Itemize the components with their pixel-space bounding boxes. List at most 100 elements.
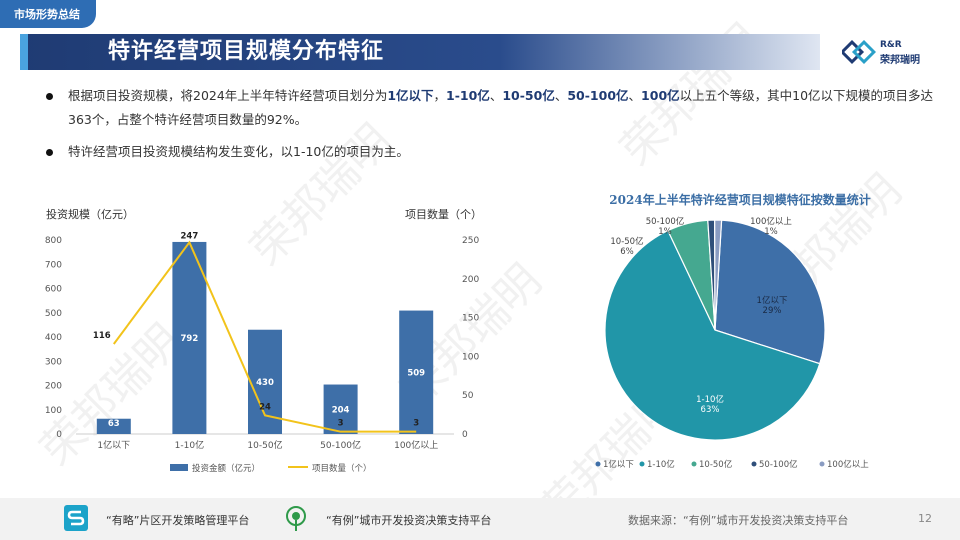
combo-chart-svg: 投资规模（亿元） 项目数量（个）0100200300400500600700800…: [45, 207, 482, 474]
x-tick-label: 50-100亿: [320, 439, 361, 451]
bullet-highlight: 1-10亿: [446, 88, 490, 103]
pie-value-label: 1%: [764, 227, 778, 237]
bullet-text: 、: [628, 88, 642, 103]
y2-tick-label: 50: [462, 391, 474, 401]
line-value-label: 24: [259, 402, 271, 412]
y2-tick-label: 100: [462, 352, 479, 362]
bullet-text: 、: [489, 88, 503, 103]
bar-value-label: 63: [108, 419, 120, 429]
x-tick-label: 1亿以下: [97, 439, 130, 451]
legend-swatch-bar: [170, 464, 188, 471]
pie-category-label: 1-10亿: [696, 394, 724, 405]
line-value-label: 3: [338, 419, 344, 429]
pie-value-label: 29%: [763, 306, 782, 316]
bar: [399, 310, 434, 434]
bar-value-label: 792: [181, 334, 199, 344]
brand-logo: R&R 荣邦瑞明: [839, 39, 954, 66]
data-source: 数据来源：“有例”城市开发投资决策支持平台: [628, 514, 849, 527]
footer: “有略”片区开发策略管理平台 “有例”城市开发投资决策支持平台 数据来源：“有例…: [0, 498, 960, 540]
x-tick-label: 100亿以上: [394, 439, 438, 451]
bar: [172, 241, 207, 434]
bullet-highlight: 1亿以下: [387, 88, 434, 103]
bullet-text: 、: [554, 88, 568, 103]
y2-tick-label: 150: [462, 314, 479, 324]
logo-text-en: R&R: [880, 40, 902, 50]
pie-category-label: 50-100亿: [646, 216, 685, 227]
y-tick-label: 200: [45, 382, 62, 392]
bullet-text: 根据项目投资规模，将2024年上半年特许经营项目划分为: [68, 88, 388, 103]
pie-value-label: 6%: [620, 247, 634, 257]
pie-category-label: 100亿以上: [750, 216, 792, 227]
title-accent: [20, 34, 28, 70]
logo-text-cn: 荣邦瑞明: [880, 55, 920, 66]
y-tick-label: 100: [45, 406, 62, 416]
y-tick-label: 400: [45, 333, 62, 343]
bar: [96, 418, 131, 434]
bar-value-label: 204: [332, 405, 350, 415]
y-tick-label: 300: [45, 357, 62, 367]
bullet-item: 根据项目投资规模，将2024年上半年特许经营项目划分为1亿以下，1-10亿、10…: [44, 84, 934, 132]
legend-label: 项目数量（个）: [312, 463, 372, 474]
line-value-label: 116: [93, 331, 111, 341]
legend-label: 1亿以下: [603, 459, 634, 470]
bar: [248, 329, 282, 434]
chart-title: 2024年上半年特许经营项目规模特征按数量统计: [609, 192, 870, 207]
bullet-highlight: 10-50亿: [502, 88, 555, 103]
y-tick-label: 0: [56, 430, 62, 440]
y-tick-label: 800: [45, 236, 62, 246]
bullet-dot-icon: [46, 93, 53, 100]
bullet-highlight: 50-100亿: [567, 88, 629, 103]
y-axis-title: 投资规模（亿元）: [46, 207, 134, 221]
legend-label: 100亿以上: [827, 459, 869, 470]
youlue-logo-icon: [64, 505, 88, 531]
y2-axis-title: 项目数量（个）: [405, 208, 482, 221]
bullet-text: 以上五个等级，其中10亿以下规模的项目多达363个，占整个特许经营项目数量的92…: [68, 88, 934, 127]
legend-label: 投资金额（亿元）: [192, 463, 260, 474]
series-line: [112, 240, 417, 433]
line-value-label: 247: [181, 231, 199, 241]
legend-swatch: [691, 461, 697, 467]
legend-label: 1-10亿: [647, 459, 675, 470]
line-value-label: 3: [413, 419, 419, 429]
title-bar: [20, 34, 820, 70]
youli-logo-icon: [282, 504, 310, 532]
bullet-text: ，: [433, 88, 447, 103]
pie-category-label: 10-50亿: [610, 236, 643, 247]
bar-line-chart: 投资规模（亿元） 项目数量（个） 0 100 200 300 400 500 600 700 800…: [40, 200, 500, 480]
x-tick-label: 1-10亿: [175, 439, 204, 451]
bullet-text: 特许经营项目投资规模结构发生变化，以1-10亿的项目为主。: [68, 144, 409, 159]
y2-tick-label: 250: [462, 236, 479, 246]
legend-label: 10-50亿: [699, 459, 732, 470]
pie-value-label: 1%: [658, 227, 672, 237]
pie-value-label: 63%: [701, 405, 720, 415]
pie-chart: 2024年上半年特许经营项目规模特征按数量统计 1亿以下 29% 1-10亿 63% 10…: [580, 188, 900, 478]
y-tick-label: 700: [45, 260, 62, 270]
bar-value-label: 509: [407, 368, 425, 378]
page-title: 特许经营项目规模分布特征: [108, 39, 385, 64]
pie-slice: [604, 229, 821, 441]
bullet-dot-icon: [46, 149, 53, 156]
pie-slice: [714, 219, 723, 331]
footer-platform-1[interactable]: “有略”片区开发策略管理平台: [106, 514, 250, 527]
legend-swatch: [639, 461, 645, 467]
bar: [323, 384, 358, 434]
section-tab: 市场形势总结: [0, 0, 96, 28]
page-number: 12: [918, 512, 932, 525]
legend-swatch: [751, 461, 757, 467]
y-tick-label: 500: [45, 309, 62, 319]
bullet-list: 根据项目投资规模，将2024年上半年特许经营项目划分为1亿以下，1-10亿、10…: [44, 84, 934, 172]
y-tick-label: 600: [45, 285, 62, 295]
legend-swatch: [595, 461, 601, 467]
y2-tick-label: 200: [462, 275, 479, 285]
bullet-item: 特许经营项目投资规模结构发生变化，以1-10亿的项目为主。: [44, 140, 934, 164]
x-tick-label: 10-50亿: [247, 439, 282, 451]
bar-value-label: 430: [256, 378, 274, 388]
legend-swatch: [819, 461, 825, 467]
y2-tick-label: 0: [462, 430, 468, 440]
bullet-highlight: 100亿: [641, 88, 680, 103]
legend-label: 50-100亿: [759, 459, 798, 470]
footer-platform-2[interactable]: “有例”城市开发投资决策支持平台: [326, 514, 492, 527]
pie-category-label: 1亿以下: [757, 295, 788, 306]
logo-mark-icon: [839, 39, 877, 65]
pie-slice: [714, 219, 826, 365]
